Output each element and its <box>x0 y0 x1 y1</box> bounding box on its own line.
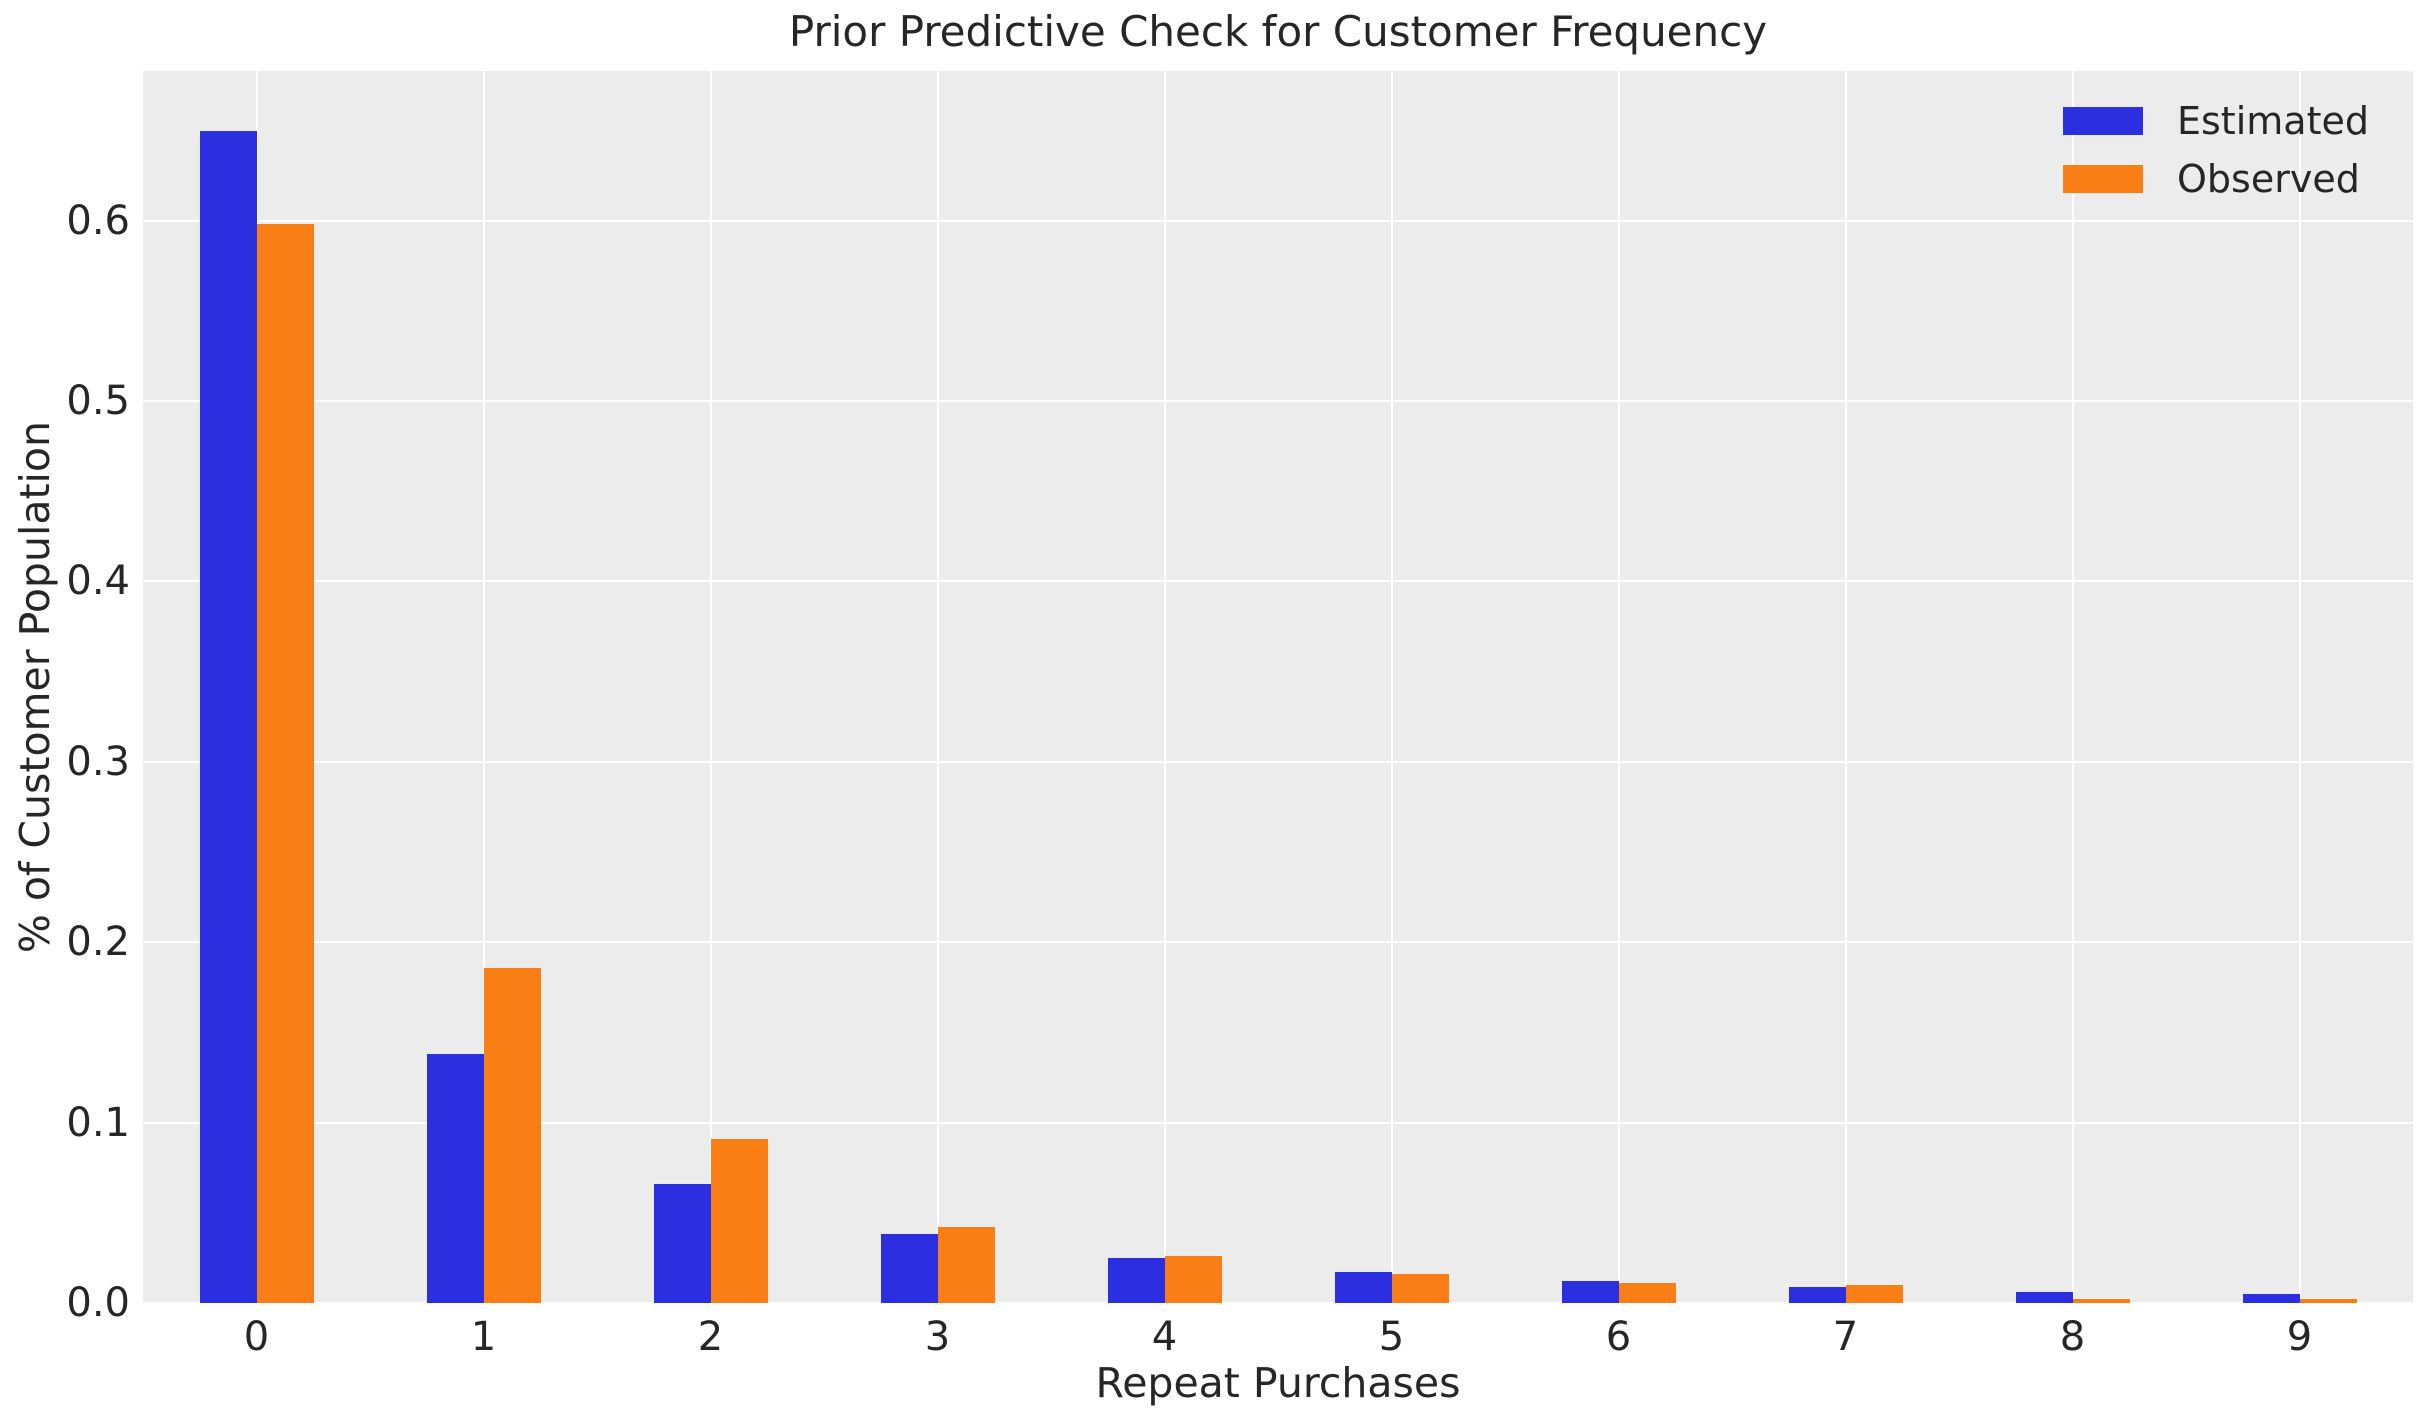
gridline-horizontal <box>143 580 2413 583</box>
legend-label-observed: Observed <box>2177 157 2360 201</box>
bar-observed-7 <box>1845 1284 1903 1303</box>
gridline-horizontal <box>143 400 2413 403</box>
bar-observed-9 <box>2299 1299 2357 1303</box>
bar-estimated-4 <box>1107 1257 1165 1303</box>
x-tick-label-4: 4 <box>1151 1314 1178 1360</box>
gridline-horizontal <box>143 1302 2413 1304</box>
bar-estimated-8 <box>2015 1292 2073 1303</box>
gridline-horizontal <box>143 760 2413 763</box>
x-tick-label-3: 3 <box>924 1314 951 1360</box>
gridline-vertical <box>709 71 712 1303</box>
legend-label-estimated: Estimated <box>2177 99 2369 143</box>
x-tick-label-9: 9 <box>2286 1314 2313 1360</box>
bar-estimated-1 <box>426 1054 484 1303</box>
bar-estimated-2 <box>653 1183 711 1303</box>
bar-estimated-6 <box>1561 1281 1619 1303</box>
bar-observed-3 <box>937 1227 995 1303</box>
bar-estimated-5 <box>1334 1272 1392 1303</box>
bar-observed-2 <box>710 1138 768 1303</box>
bar-estimated-0 <box>199 130 257 1303</box>
gridline-vertical <box>482 71 485 1303</box>
gridline-vertical <box>1617 71 1620 1303</box>
x-tick-label-2: 2 <box>697 1314 724 1360</box>
x-axis-ticks: 0 1 2 3 4 5 6 7 8 9 <box>143 1303 2413 1361</box>
bar-observed-5 <box>1391 1274 1449 1303</box>
legend-swatch-estimated <box>2063 107 2143 135</box>
x-tick-label-0: 0 <box>243 1314 270 1360</box>
x-axis-label: Repeat Purchases <box>1095 1359 1461 1407</box>
bar-observed-4 <box>1164 1256 1222 1303</box>
bar-observed-1 <box>483 967 541 1303</box>
bar-observed-8 <box>2072 1299 2130 1303</box>
legend-item-observed: Observed <box>2063 157 2369 201</box>
gridline-vertical <box>2071 71 2074 1303</box>
x-tick-label-1: 1 <box>470 1314 497 1360</box>
gridline-vertical <box>936 71 939 1303</box>
gridline-horizontal <box>143 219 2413 222</box>
plot-area <box>143 71 2413 1304</box>
gridline-vertical <box>1390 71 1393 1303</box>
gridline-vertical <box>1163 71 1166 1303</box>
y-tick-label-0.3: 0.3 <box>66 738 130 785</box>
bar-estimated-9 <box>2242 1293 2300 1303</box>
legend-item-estimated: Estimated <box>2063 99 2369 143</box>
y-tick-label-0.5: 0.5 <box>66 378 130 425</box>
y-axis-ticks: 0.0 0.1 0.2 0.3 0.4 0.5 0.6 <box>0 71 130 1323</box>
legend: Estimated Observed <box>2063 99 2369 201</box>
gridline-horizontal <box>143 1121 2413 1124</box>
bar-estimated-7 <box>1788 1286 1846 1303</box>
y-tick-label-0.0: 0.0 <box>66 1280 130 1326</box>
y-tick-label-0.2: 0.2 <box>66 919 130 966</box>
x-tick-label-6: 6 <box>1605 1314 1632 1360</box>
y-tick-label-0.6: 0.6 <box>66 197 130 244</box>
bar-observed-0 <box>256 224 314 1303</box>
x-tick-label-7: 7 <box>1832 1314 1859 1360</box>
gridline-vertical <box>1844 71 1847 1303</box>
gridline-vertical <box>2298 71 2301 1303</box>
legend-swatch-observed <box>2063 165 2143 193</box>
chart-title: Prior Predictive Check for Customer Freq… <box>788 7 1768 56</box>
gridline-horizontal <box>143 941 2413 944</box>
bar-observed-6 <box>1618 1283 1676 1303</box>
y-tick-label-0.4: 0.4 <box>66 558 130 605</box>
y-tick-label-0.1: 0.1 <box>66 1099 130 1146</box>
x-tick-label-8: 8 <box>2059 1314 2086 1360</box>
bar-estimated-3 <box>880 1234 938 1303</box>
x-tick-label-5: 5 <box>1378 1314 1405 1360</box>
